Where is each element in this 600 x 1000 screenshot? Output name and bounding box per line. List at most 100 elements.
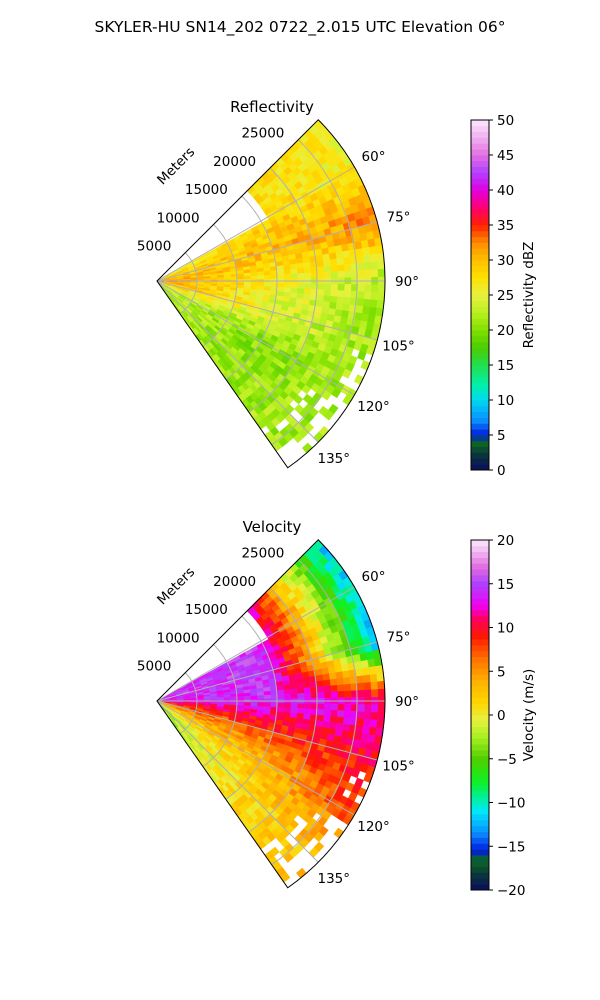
velocity-field-cell (277, 707, 285, 713)
reflectivity-field-cell (296, 262, 305, 269)
reflectivity-colorbar-swatch (471, 417, 489, 424)
reflectivity-colorbar-tick-label: 30 (497, 253, 514, 269)
reflectivity-field-cell (290, 283, 299, 289)
reflectivity-colorbar-swatch (471, 248, 489, 255)
velocity-colorbar-swatch (471, 580, 489, 588)
reflectivity-sector-frame (156, 119, 386, 469)
reflectivity-title: Reflectivity (230, 98, 314, 116)
velocity-field-cell (317, 709, 325, 716)
velocity-field-cell (363, 682, 372, 691)
reflectivity-field-cell (336, 257, 345, 266)
reflectivity-colorbar-swatch (471, 452, 489, 459)
reflectivity-field-cell (355, 248, 364, 257)
velocity-range-ring (271, 559, 358, 866)
reflectivity-colorbar-swatch (471, 335, 489, 343)
reflectivity-colorbar-swatch (471, 236, 489, 243)
velocity-colorbar-swatch (471, 726, 489, 733)
reflectivity-colorbar-swatch (471, 318, 489, 325)
velocity-colorbar-tick-label: 0 (497, 708, 506, 724)
velocity-field-cell (329, 715, 338, 724)
velocity-colorbar-swatch (471, 563, 489, 570)
reflectivity-colorbar-swatch (471, 166, 489, 173)
reflectivity-field-cell (304, 283, 312, 290)
reflectivity-azimuth-tick-label: 135° (318, 451, 351, 467)
velocity-field-cell (377, 712, 385, 722)
velocity-colorbar-swatch (471, 709, 489, 716)
velocity-field-cell (343, 683, 352, 692)
reflectivity-field-cell (297, 283, 305, 289)
reflectivity-colorbar-swatch (471, 184, 489, 191)
reflectivity-field-cell (343, 290, 352, 299)
reflectivity-colorbar-swatch (471, 376, 489, 383)
velocity-field-cell (337, 703, 345, 712)
reflectivity-field-cell (277, 287, 285, 293)
velocity-field-cell (357, 704, 366, 713)
reflectivity-field-cell (343, 257, 351, 265)
reflectivity-colorbar-tick-label: 10 (497, 393, 514, 409)
reflectivity-colorbar-swatch (471, 190, 489, 197)
reflectivity-colorbar-swatch (471, 295, 489, 302)
velocity-colorbar-swatch (471, 668, 489, 675)
reflectivity-field-cell (356, 255, 365, 264)
reflectivity-colorbar-swatch (471, 254, 489, 261)
velocity-colorbar-swatch (471, 662, 489, 669)
velocity-colorbar-swatch (471, 773, 489, 780)
reflectivity-field-cell (362, 247, 371, 256)
reflectivity-field-cell (250, 272, 258, 277)
reflectivity-colorbar-swatch (471, 172, 489, 179)
reflectivity-field-cell (289, 263, 298, 270)
reflectivity-field-cell (321, 390, 332, 401)
velocity-field-cell (250, 692, 258, 697)
reflectivity-field-cell (290, 287, 298, 294)
velocity-colorbar-swatch (471, 674, 489, 681)
reflectivity-field-cell (337, 264, 345, 272)
reflectivity-field-cell (364, 269, 372, 278)
velocity-range-ring (248, 587, 318, 833)
reflectivity-colorbar-tick-label: 25 (497, 288, 514, 304)
velocity-field-cell (330, 685, 339, 693)
velocity-field-cell (250, 695, 258, 700)
velocity-field-cell (210, 697, 218, 701)
velocity-field-cell (237, 696, 245, 700)
reflectivity-field-cell (343, 297, 351, 305)
reflectivity-azimuth-tick-label: 75° (387, 209, 411, 225)
velocity-field-cell (370, 712, 379, 721)
reflectivity-colorbar-swatch (471, 230, 489, 238)
reflectivity-field-cell (210, 277, 218, 281)
reflectivity-colorbar-swatch (471, 207, 489, 214)
reflectivity-field-cell (316, 260, 325, 268)
reflectivity-field-cell (371, 269, 379, 278)
velocity-colorbar-swatch (471, 767, 489, 774)
reflectivity-colorbar-swatch (471, 149, 489, 156)
reflectivity-field-cell (337, 270, 345, 279)
reflectivity-colorbar-swatch (471, 125, 489, 133)
reflectivity-field-cell (297, 273, 305, 279)
velocity-title: Velocity (243, 518, 302, 536)
velocity-colorbar-tick-label: 10 (497, 621, 514, 637)
velocity-colorbar-swatch (471, 849, 489, 856)
velocity-colorbar-swatch (471, 872, 489, 879)
reflectivity-colorbar-swatch (471, 411, 489, 418)
reflectivity-field-cell (370, 261, 379, 270)
velocity-colorbar-swatch (471, 627, 489, 634)
reflectivity-azimuth-tick-label: 60° (362, 149, 386, 165)
velocity-colorbar-swatch (471, 855, 489, 862)
reflectivity-colorbar-swatch (471, 277, 489, 284)
velocity-colorbar-swatch (471, 720, 489, 728)
velocity-field-cell (323, 709, 332, 717)
velocity-colorbar-tick-label: 5 (497, 664, 506, 680)
reflectivity-colorbar-tick-label: 15 (497, 358, 514, 374)
velocity-colorbar-swatch (471, 650, 489, 658)
reflectivity-field-cell (277, 274, 285, 280)
velocity-field-cell (323, 685, 332, 693)
reflectivity-field-cell (277, 269, 285, 275)
velocity-field-cell (343, 677, 351, 685)
reflectivity-colorbar-swatch (471, 341, 489, 348)
velocity-colorbar-swatch (471, 761, 489, 768)
reflectivity-field-cell (377, 284, 386, 294)
reflectivity-field-cell (336, 296, 345, 305)
velocity-field-cell (284, 703, 292, 709)
reflectivity-azimuth-tick-label: 120° (357, 399, 390, 415)
reflectivity-field-cell (257, 275, 265, 280)
